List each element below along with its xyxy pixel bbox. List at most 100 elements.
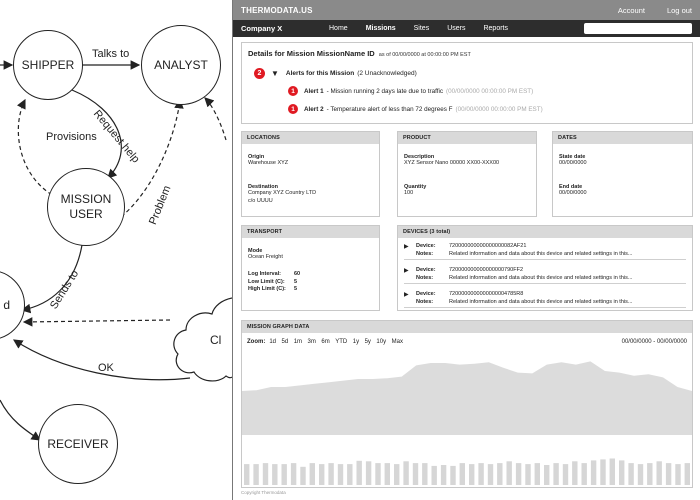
zoom-1d[interactable]: 1d xyxy=(269,339,277,345)
graph-bar xyxy=(581,463,587,485)
alerts-toggle[interactable]: 2 ▼ Alerts for this Mission (2 Unacknowl… xyxy=(254,68,417,79)
device-label: Device: xyxy=(416,243,436,249)
zoom-ytd[interactable]: YTD xyxy=(335,339,348,345)
graph-bar xyxy=(365,461,372,485)
nav-sites[interactable]: Sites xyxy=(413,25,430,32)
alert-timestamp: (00/00/0000 00:00:00 PM EST) xyxy=(446,87,534,95)
zoom-label: Zoom: xyxy=(247,339,266,345)
product-header: PRODUCT xyxy=(398,132,536,144)
cloud-shape xyxy=(173,297,232,382)
brand-logo[interactable]: THERMODATA.US xyxy=(241,5,313,15)
graph-bar xyxy=(281,464,287,485)
device-row[interactable]: ▶ Device: 720000000000000000790FF2 Notes… xyxy=(404,266,686,284)
zoom-1y[interactable]: 1y xyxy=(352,339,360,345)
play-arrow-icon[interactable]: ▶ xyxy=(404,268,409,274)
flow-diagram: SHIPPER ANALYST MISSION USER RECEIVER d … xyxy=(0,0,232,500)
nav-reports[interactable]: Reports xyxy=(483,25,508,32)
graph-bar xyxy=(384,463,390,485)
account-link[interactable]: Account xyxy=(617,5,645,15)
log-interval-value: 60 xyxy=(294,271,301,277)
edge-analyst-right xyxy=(204,97,227,141)
zoom-10y[interactable]: 10y xyxy=(376,339,387,345)
edge-to-receiver xyxy=(0,399,41,441)
edge-ok xyxy=(12,339,191,381)
alert-item[interactable]: 1 Alert 1 - Mission running 2 days late … xyxy=(288,86,533,96)
zoom-3m[interactable]: 3m xyxy=(307,339,316,345)
end-date-field: End date 00/00/0000 xyxy=(559,184,587,198)
details-title: Details for Mission MissionName ID as of… xyxy=(248,49,471,58)
zoom-max[interactable]: Max xyxy=(391,339,403,345)
graph-bar xyxy=(497,463,503,485)
node-analyst: ANALYST xyxy=(141,25,221,105)
copyright: Copyright Thermodata xyxy=(241,490,286,495)
zoom-5d[interactable]: 5d xyxy=(281,339,289,345)
play-arrow-icon[interactable]: ▶ xyxy=(404,292,409,298)
node-receiver-label: RECEIVER xyxy=(47,436,109,451)
company-name[interactable]: Company X xyxy=(241,24,283,33)
mission-app: THERMODATA.US Account Log out Company X … xyxy=(233,0,700,500)
node-partial-left-label: d xyxy=(3,297,10,312)
label-provisions: Provisions xyxy=(46,131,97,143)
graph-bar xyxy=(422,463,428,485)
alert-timestamp: (00/00/0000 00:00:00 PM EST) xyxy=(455,105,543,113)
nav-users[interactable]: Users xyxy=(447,25,466,32)
device-id: 720000000000000000790FF2 xyxy=(449,267,524,273)
alert-badge: 1 xyxy=(288,86,298,96)
details-as-of: as of 00/00/0000 at 00:00:00 PM EST xyxy=(378,52,471,58)
alert-item[interactable]: 1 Alert 2 - Temperature alert of less th… xyxy=(288,104,543,114)
dates-panel: DATES State date 00/00/0000 End date 00/… xyxy=(552,131,693,217)
alert-name: Alert 2 xyxy=(304,105,324,113)
graph-bar xyxy=(562,464,569,485)
edge-sends-to xyxy=(20,244,83,314)
search-input[interactable] xyxy=(584,23,692,34)
mode-field: Mode Ocean Freight xyxy=(248,248,283,262)
mode-value: Ocean Freight xyxy=(248,254,283,260)
node-shipper: SHIPPER xyxy=(13,30,83,100)
top-bar: THERMODATA.US Account Log out xyxy=(233,0,700,20)
panel-divider xyxy=(232,0,233,500)
locations-header: LOCATIONS xyxy=(242,132,379,144)
graph-bar xyxy=(534,463,540,485)
play-arrow-icon[interactable]: ▶ xyxy=(404,244,409,250)
device-row[interactable]: ▶ Device: 7200000000000000004785R8 Notes… xyxy=(404,290,686,308)
graph-bar xyxy=(478,463,484,485)
device-id: 7200000000000000004785R8 xyxy=(449,291,524,297)
diagram-edges xyxy=(0,60,232,441)
graph-bar xyxy=(628,463,634,485)
logout-link[interactable]: Log out xyxy=(666,5,692,15)
nav-missions[interactable]: Missions xyxy=(365,25,396,32)
device-row[interactable]: ▶ Device: 720000000000000000082AF21 Note… xyxy=(404,242,686,260)
graph-canvas[interactable] xyxy=(242,355,692,487)
graph-bar xyxy=(328,463,334,485)
graph-bar xyxy=(309,463,315,485)
graph-bar xyxy=(450,465,456,485)
nav-home[interactable]: Home xyxy=(329,25,348,32)
graph-header: MISSION GRAPH DATA xyxy=(242,321,692,333)
dates-header: DATES xyxy=(553,132,692,144)
zoom-5y[interactable]: 5y xyxy=(364,339,371,345)
alert-text: - Temperature alert of less than 72 degr… xyxy=(326,105,453,113)
graph-bar xyxy=(647,463,653,485)
node-analyst-label: ANALYST xyxy=(154,57,208,72)
locations-panel: LOCATIONS Origin Warehouse XYZ Destinati… xyxy=(241,131,380,217)
node-receiver: RECEIVER xyxy=(38,404,118,484)
end-date-label: End date xyxy=(559,184,583,190)
graph-bar xyxy=(440,465,447,485)
quantity-value: 100 xyxy=(404,190,414,196)
date-range: 00/00/0000 - 00/00/0000 xyxy=(621,339,687,345)
zoom-6m[interactable]: 6m xyxy=(321,339,330,345)
graph-bar xyxy=(356,460,362,485)
graph-bar xyxy=(572,461,578,485)
device-id: 720000000000000000082AF21 xyxy=(449,243,527,249)
node-cloud-label: Cl xyxy=(210,333,222,347)
graph-bar xyxy=(665,463,672,485)
label-ok: OK xyxy=(98,362,114,374)
alert-count-badge: 2 xyxy=(254,68,265,79)
triangle-down-icon[interactable]: ▼ xyxy=(271,69,279,78)
graph-bar xyxy=(506,461,512,485)
details-title-text: Details for Mission MissionName ID xyxy=(248,49,375,58)
device-notes: Related information and data about this … xyxy=(449,275,633,281)
origin-field: Origin Warehouse XYZ xyxy=(248,154,288,168)
zoom-1m[interactable]: 1m xyxy=(293,339,303,345)
mission-graph-panel: MISSION GRAPH DATA Zoom: 1d 5d 1m 3m 6m … xyxy=(241,320,693,488)
